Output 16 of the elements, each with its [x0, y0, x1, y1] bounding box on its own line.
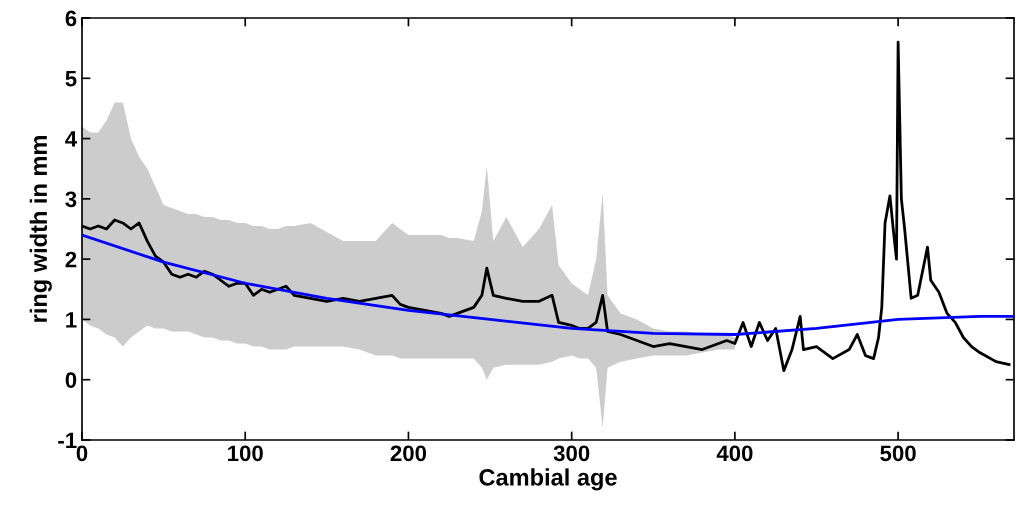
x-tick-label: 400	[716, 445, 753, 462]
y-tick-label: 1	[66, 312, 77, 328]
y-axis-title: ring width in mm	[29, 136, 52, 322]
line-series	[82, 233, 1014, 336]
y-tick-label: 2	[65, 251, 77, 268]
y-tick-label: -1	[58, 432, 77, 449]
x-tick-label: 500	[880, 445, 916, 462]
y-tick-label: 6	[65, 10, 77, 27]
y-tick-label: 3	[65, 191, 77, 208]
y-tick-label: 4	[65, 131, 78, 147]
x-tick-label: 100	[228, 445, 263, 462]
y-tick-label: 5	[65, 71, 77, 87]
x-tick-label: 200	[390, 445, 427, 462]
y-tick-label: 0	[65, 372, 77, 388]
x-axis-title: Cambial age	[479, 468, 617, 491]
x-tick-label: 300	[553, 445, 590, 462]
